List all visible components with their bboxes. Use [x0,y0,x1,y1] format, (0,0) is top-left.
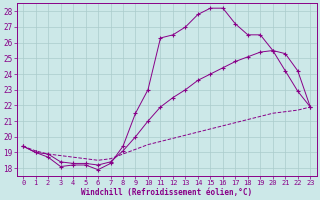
X-axis label: Windchill (Refroidissement éolien,°C): Windchill (Refroidissement éolien,°C) [81,188,252,197]
